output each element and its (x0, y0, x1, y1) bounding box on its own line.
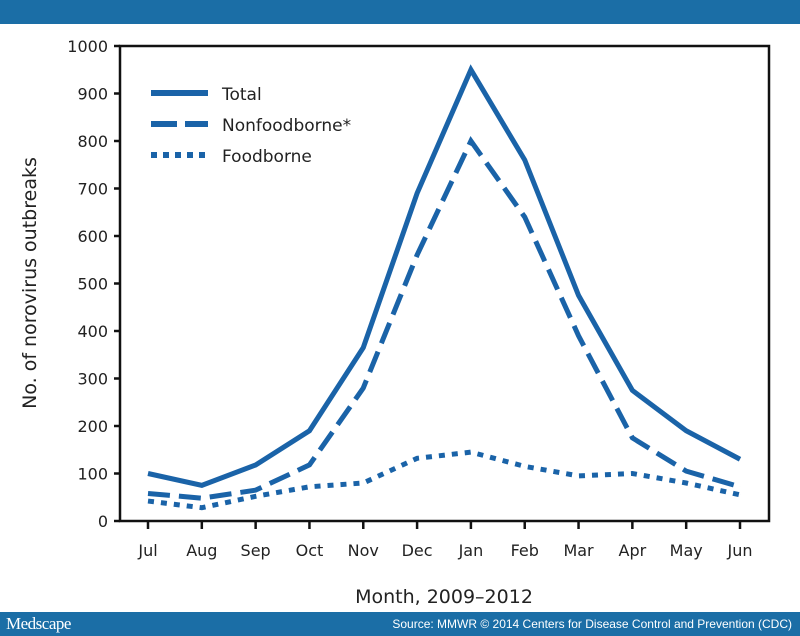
series-line-solid (147, 64, 742, 488)
x-tick-label: Dec (402, 541, 433, 560)
source-credit: Source: MMWR © 2014 Centers for Disease … (392, 617, 792, 631)
footer-bar: Medscape Source: MMWR © 2014 Centers for… (0, 612, 800, 636)
x-tick-label: Aug (186, 541, 217, 560)
series-line-dashed (147, 136, 741, 501)
y-tick-label: 200 (77, 417, 108, 436)
medscape-logo: Medscape (6, 614, 71, 633)
x-tick-label: May (670, 541, 703, 560)
x-tick-label: Nov (348, 541, 379, 560)
y-axis-label: No. of norovirus outbreaks (19, 157, 41, 409)
x-tick-label: Feb (511, 541, 539, 560)
x-tick-label: Jun (727, 541, 753, 560)
y-tick-label: 700 (77, 180, 108, 199)
y-tick-label: 900 (77, 85, 108, 104)
y-tick-label: 600 (77, 227, 108, 246)
x-tick-label: Oct (296, 541, 324, 560)
legend-label: Nonfoodborne* (222, 116, 351, 136)
y-tick-label: 100 (77, 465, 108, 484)
y-tick-label: 0 (98, 512, 108, 531)
x-tick-label: Apr (619, 541, 647, 560)
x-tick-label: Sep (241, 541, 271, 560)
series-line-dotted (147, 449, 741, 511)
legend-label: Foodborne (222, 147, 312, 167)
legend-label: Total (221, 85, 262, 105)
x-tick-label: Mar (563, 541, 594, 560)
plot-frame (118, 44, 771, 523)
y-tick-label: 1000 (67, 37, 108, 56)
x-tick-label: Jan (458, 541, 484, 560)
y-tick-label: 300 (77, 370, 108, 389)
y-tick-label: 400 (77, 322, 108, 341)
x-tick-label: Jul (137, 541, 157, 560)
y-tick-label: 800 (77, 132, 108, 151)
top-bar (0, 0, 800, 24)
y-tick-label: 500 (77, 275, 108, 294)
chart: 0 100 200 300 400 500 600 700 800 900 1000 Jul Aug S… (19, 37, 771, 608)
x-axis-label: Month, 2009–2012 (355, 586, 533, 608)
